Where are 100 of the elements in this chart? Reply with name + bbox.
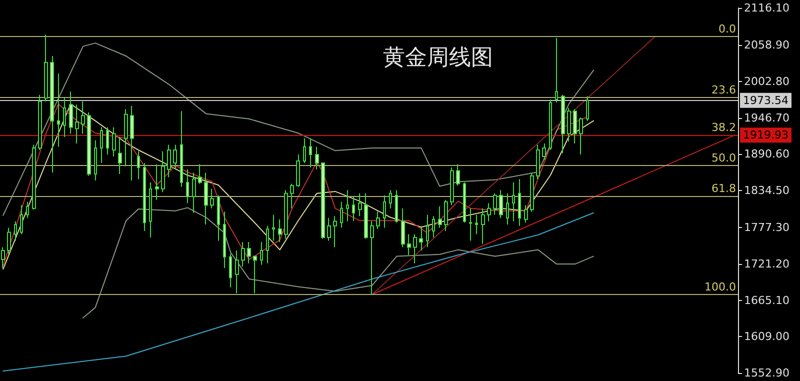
candlestick xyxy=(198,164,202,184)
candlestick xyxy=(192,172,196,214)
candlestick xyxy=(499,190,503,219)
candlestick xyxy=(370,220,374,296)
candlestick xyxy=(161,150,165,193)
candlestick xyxy=(155,164,159,200)
candlestick xyxy=(137,150,140,180)
candlestick xyxy=(204,172,208,226)
candlestick xyxy=(469,208,472,242)
annotation: 61.8 xyxy=(712,182,736,196)
candlestick xyxy=(346,190,349,222)
candlestick xyxy=(38,94,42,150)
ref-line-label: 1973.54 xyxy=(743,94,788,107)
candlestick xyxy=(426,214,429,248)
y-tick-label: 1834.50 xyxy=(744,184,790,197)
candlestick xyxy=(253,256,257,294)
candlestick xyxy=(506,192,509,226)
y-tick-label: 1609.00 xyxy=(744,330,790,344)
candlestick xyxy=(333,216,337,248)
annotation: 50.0 xyxy=(712,152,736,165)
candlestick xyxy=(395,190,398,224)
candlestick xyxy=(438,206,442,228)
candlestick xyxy=(303,138,306,164)
candlestick xyxy=(260,242,263,266)
ref-line-label: 1919.93 xyxy=(743,128,788,142)
candlestick xyxy=(50,56,54,174)
candlestick xyxy=(419,227,423,251)
candlestick xyxy=(118,136,122,174)
candlestick xyxy=(223,211,226,268)
candlestick xyxy=(364,192,368,240)
candlestick xyxy=(217,194,220,242)
candlestick xyxy=(358,192,362,217)
candlestick xyxy=(229,253,232,288)
candlestick xyxy=(130,105,134,181)
candlestick xyxy=(493,192,497,216)
candlestick xyxy=(450,166,454,206)
text: 黄金周线图 xyxy=(383,46,493,70)
candlestick xyxy=(389,190,392,209)
candlestick xyxy=(579,117,583,156)
candlestick xyxy=(432,216,435,238)
candlestick xyxy=(321,162,325,240)
candlestick xyxy=(180,110,183,188)
candlestick xyxy=(315,146,319,170)
candlestick xyxy=(44,34,48,102)
candlestick xyxy=(555,37,558,104)
candlestick xyxy=(210,188,214,209)
candlestick xyxy=(272,214,275,242)
candlestick xyxy=(518,178,521,226)
candlestick xyxy=(241,242,245,268)
candlestick xyxy=(463,182,466,224)
candlestick xyxy=(167,144,171,178)
candlestick xyxy=(413,234,417,264)
candlestick xyxy=(407,234,411,256)
candlestick xyxy=(487,202,491,222)
line-series xyxy=(82,207,594,318)
candlestick xyxy=(143,162,146,232)
candlestick xyxy=(124,108,128,167)
candlestick xyxy=(376,211,380,230)
candlestick xyxy=(81,100,85,134)
candlestick xyxy=(456,164,460,186)
candlestick xyxy=(32,144,36,210)
candlestick xyxy=(235,250,239,294)
candlestick xyxy=(57,73,60,148)
candlestick xyxy=(247,242,251,264)
y-tick-label: 1777.30 xyxy=(744,221,790,234)
line-series xyxy=(2,42,594,216)
candlestick xyxy=(278,218,282,243)
candlestick xyxy=(573,108,577,144)
candlestick xyxy=(69,91,73,134)
y-tick-label: 2002.80 xyxy=(744,74,790,88)
annotation: 0.0 xyxy=(718,22,736,36)
y-tick-label: 1721.20 xyxy=(744,257,790,270)
y-tick-label: 1665.10 xyxy=(744,294,790,307)
candlestick xyxy=(20,204,23,235)
candlestick xyxy=(100,126,103,164)
candlestick xyxy=(475,214,478,235)
candlestick xyxy=(112,126,116,157)
candlestick xyxy=(481,208,485,244)
candlestick xyxy=(536,144,540,180)
candlestick xyxy=(75,104,79,144)
candlestick xyxy=(14,220,17,242)
candlestick xyxy=(524,204,528,224)
annotation: 38.2 xyxy=(712,121,736,134)
candlestick xyxy=(586,96,589,122)
candlestick xyxy=(567,107,571,142)
y-tick-label: 2116.10 xyxy=(744,2,790,14)
candlestick xyxy=(266,225,269,264)
candlestick xyxy=(186,168,189,204)
candlestick xyxy=(296,154,300,188)
candlestick xyxy=(26,201,29,219)
candlestick xyxy=(444,199,448,232)
candlestick xyxy=(530,172,534,212)
candlestick xyxy=(512,182,515,222)
candlestick xyxy=(284,190,288,240)
candlestick xyxy=(401,208,405,248)
candlestick xyxy=(7,227,11,254)
candlestick xyxy=(383,194,386,228)
candlestick xyxy=(549,98,552,150)
candlestick xyxy=(290,183,294,209)
line-series xyxy=(2,212,594,372)
